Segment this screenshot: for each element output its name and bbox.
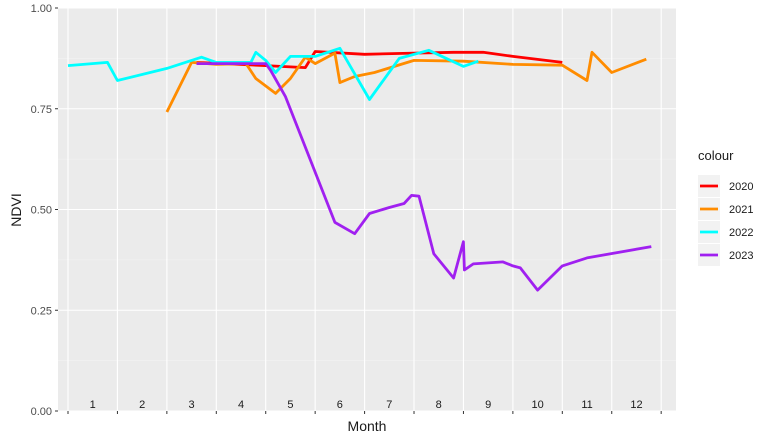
y-tick-label: 0.75 <box>31 104 52 116</box>
month-label: 7 <box>386 399 392 411</box>
y-tick-label: 0.50 <box>31 205 52 217</box>
legend-label: 2023 <box>729 250 753 262</box>
legend-title: colour <box>698 148 734 163</box>
y-axis-title: NDVI <box>8 193 24 226</box>
month-label: 10 <box>531 399 543 411</box>
legend-label: 2020 <box>729 181 753 193</box>
month-label: 5 <box>287 399 293 411</box>
y-tick-label: 0.25 <box>31 305 52 317</box>
month-label: 3 <box>189 399 195 411</box>
y-axis: 0.00 0.25 0.50 0.75 1.00 <box>31 3 58 418</box>
legend: colour 2020 2021 2022 2023 <box>698 148 753 266</box>
y-tick-label: 0.00 <box>31 406 52 418</box>
x-axis-title: Month <box>348 418 387 434</box>
month-label: 6 <box>337 399 343 411</box>
month-label: 4 <box>238 399 244 411</box>
month-label: 9 <box>485 399 491 411</box>
series-line-2023 <box>196 62 652 292</box>
month-label: 2 <box>139 399 145 411</box>
month-label: 12 <box>630 399 642 411</box>
x-axis <box>67 411 662 414</box>
series-line-2020 <box>196 50 563 69</box>
legend-label: 2021 <box>729 204 753 216</box>
month-labels: 1 2 3 4 5 6 7 8 9 10 11 12 <box>90 399 643 411</box>
legend-label: 2022 <box>729 227 753 239</box>
month-label: 8 <box>436 399 442 411</box>
y-tick-label: 1.00 <box>31 3 52 15</box>
month-label: 1 <box>90 399 96 411</box>
series-line-2021 <box>165 50 647 113</box>
month-label: 11 <box>581 399 592 411</box>
series-line-2022 <box>67 46 479 101</box>
grid-minor <box>58 58 676 361</box>
grid-major <box>58 7 676 412</box>
series-lines <box>67 46 652 292</box>
